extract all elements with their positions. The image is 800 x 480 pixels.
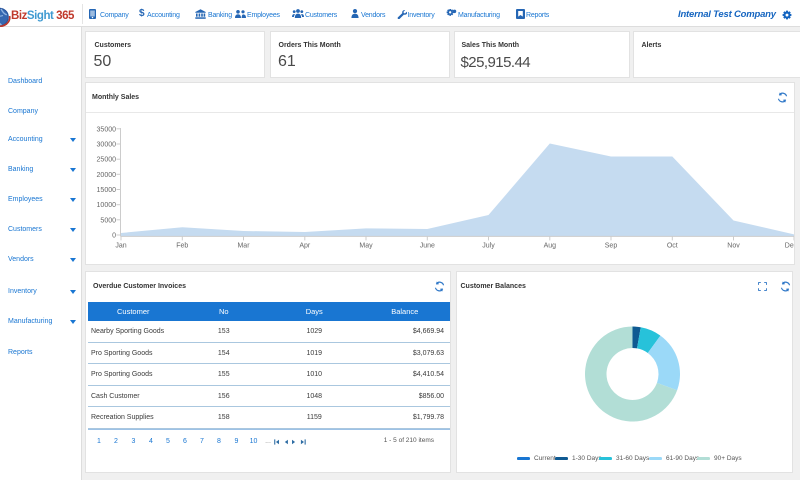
svg-text:0: 0 — [112, 233, 116, 240]
svg-text:Sep: Sep — [605, 243, 618, 250]
svg-text:20000: 20000 — [97, 172, 117, 179]
svg-text:Aug: Aug — [544, 243, 557, 250]
svg-text:Dec: Dec — [785, 243, 794, 250]
svg-text:Jan: Jan — [115, 243, 126, 250]
svg-text:15000: 15000 — [97, 187, 117, 194]
svg-text:Mar: Mar — [237, 243, 250, 250]
svg-text:30000: 30000 — [97, 142, 117, 149]
svg-text:Apr: Apr — [299, 243, 311, 250]
svg-text:July: July — [482, 243, 495, 250]
svg-text:35000: 35000 — [97, 126, 117, 133]
svg-text:May: May — [359, 243, 373, 250]
svg-text:25000: 25000 — [97, 157, 117, 164]
svg-text:Nov: Nov — [727, 243, 740, 250]
svg-text:June: June — [420, 243, 435, 250]
svg-text:Oct: Oct — [667, 243, 678, 250]
svg-text:10000: 10000 — [97, 202, 117, 209]
svg-text:5000: 5000 — [100, 217, 116, 224]
svg-text:Feb: Feb — [176, 243, 188, 250]
